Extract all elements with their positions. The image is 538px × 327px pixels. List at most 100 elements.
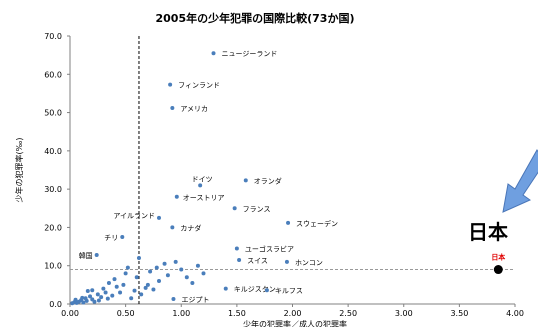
data-point	[179, 267, 184, 272]
data-point	[105, 296, 110, 301]
y-tick-label: 30.0	[44, 185, 62, 194]
data-point	[201, 271, 206, 276]
plot-area: 0.0 10.0 20.0 30.0 40.0 50.0 60.0 70.0 0.00 0.50 1…	[44, 32, 524, 318]
data-point	[184, 275, 189, 280]
data-point	[190, 280, 195, 285]
data-point	[170, 225, 175, 230]
point-label: スイス	[247, 257, 268, 265]
point-label: キルフス	[275, 287, 303, 295]
x-tick-label: 2.00	[284, 309, 302, 318]
data-point	[234, 246, 239, 251]
data-point	[101, 286, 106, 291]
data-point	[81, 300, 86, 305]
point-label: ユーゴスラビア	[245, 244, 294, 253]
data-point	[80, 295, 85, 300]
data-point	[88, 294, 93, 299]
point-label: オランダ	[254, 176, 282, 185]
y-tick-label: 50.0	[44, 109, 62, 118]
point-label: アメリカ	[180, 105, 208, 113]
data-point	[145, 282, 150, 287]
point-label: ニュージーランド	[222, 50, 278, 58]
point-label: カナダ	[180, 223, 201, 232]
chart-title: 2005年の少年犯罪の国際比較(73か国)	[156, 11, 355, 25]
data-point	[195, 263, 200, 268]
data-point	[243, 178, 248, 183]
data-point	[171, 297, 176, 302]
data-point	[103, 290, 108, 295]
data-point	[110, 293, 115, 298]
point-label: フランス	[243, 205, 271, 213]
data-point	[148, 269, 153, 274]
x-tick-label: 1.00	[172, 309, 190, 318]
data-point	[95, 292, 100, 297]
data-point	[114, 284, 119, 289]
point-label: 韓国	[79, 251, 93, 260]
data-point	[73, 297, 78, 302]
data-point	[139, 292, 144, 297]
data-point	[106, 280, 111, 285]
data-point	[96, 298, 101, 303]
point-label: ホンコン	[295, 259, 323, 267]
y-axis-label: 少年の犯罪率(‰)	[14, 138, 24, 203]
data-point	[94, 252, 99, 257]
japan-callout: 日本	[468, 220, 508, 244]
data-point	[162, 261, 167, 266]
x-tick-label: 4.00	[506, 309, 524, 318]
point-label: アイルランド	[113, 212, 155, 220]
data-point	[85, 288, 90, 293]
data-point	[129, 296, 134, 301]
data-point	[168, 82, 173, 87]
y-tick-label: 0.0	[49, 300, 62, 309]
point-label: オーストリア	[183, 194, 225, 202]
japan-point-label: 日本	[491, 253, 505, 262]
data-point	[157, 279, 161, 284]
data-point	[125, 265, 130, 270]
x-tick-label: 2.50	[339, 309, 357, 318]
data-point	[136, 256, 141, 261]
data-point	[232, 206, 237, 211]
data-point	[120, 235, 125, 239]
point-label: スウェーデン	[296, 219, 338, 228]
data-point	[112, 277, 117, 282]
data-point	[165, 273, 170, 278]
data-point	[154, 265, 159, 270]
data-point	[134, 275, 139, 280]
japan-point	[493, 265, 503, 275]
data-point	[286, 220, 291, 225]
data-point	[174, 194, 179, 199]
data-point	[211, 51, 216, 56]
data-point	[264, 288, 269, 293]
y-tick-label: 40.0	[44, 147, 62, 156]
data-point	[170, 105, 175, 110]
callout-arrow-icon	[502, 149, 538, 213]
x-tick-label: 3.00	[395, 309, 413, 318]
x-tick-label: 0.50	[117, 309, 135, 318]
data-point	[132, 288, 137, 293]
x-tick-label: 3.50	[450, 309, 468, 318]
x-tick-label: 1.50	[228, 309, 246, 318]
data-point	[92, 299, 97, 304]
data-point	[143, 285, 148, 290]
y-tick-label: 20.0	[44, 223, 62, 232]
data-point	[99, 295, 104, 300]
x-tick-label: 0.00	[61, 309, 79, 318]
data-point	[84, 298, 89, 303]
data-point	[151, 287, 156, 292]
data-point	[223, 286, 228, 291]
data-point	[118, 290, 123, 295]
data-point	[123, 271, 128, 276]
data-point	[284, 259, 289, 264]
y-tick-label: 70.0	[44, 32, 62, 41]
data-point	[237, 257, 242, 262]
y-tick-label: 60.0	[44, 70, 62, 79]
point-label: エジプト	[181, 296, 209, 304]
x-axis-label: 少年の犯罪率／成人の犯罪率	[243, 319, 347, 327]
point-label: チリ	[104, 234, 118, 242]
data-point	[90, 288, 95, 293]
point-label: キルジスタン	[234, 285, 276, 294]
point-label: フィンランド	[178, 82, 220, 90]
data-point	[157, 215, 161, 220]
point-label: ドイツ	[192, 175, 213, 183]
data-point	[173, 259, 178, 264]
